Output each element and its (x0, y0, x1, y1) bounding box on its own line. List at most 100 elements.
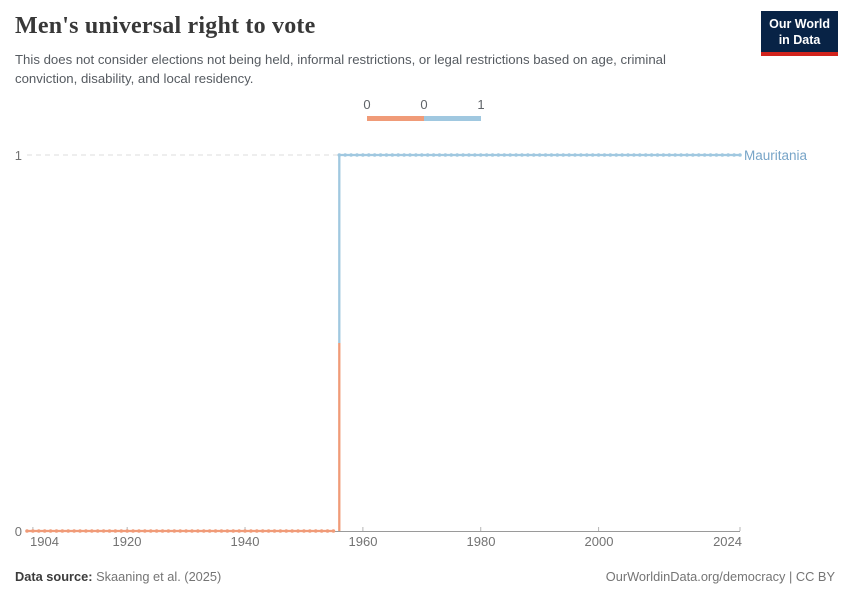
series-dot (325, 529, 330, 533)
series-dot (473, 153, 477, 157)
series-dot (260, 529, 265, 533)
data-source-label: Data source: (15, 569, 93, 584)
series-dot (366, 153, 371, 157)
series-dot (696, 153, 701, 157)
series-dot (184, 529, 188, 533)
entity-label-mauritania[interactable]: Mauritania (744, 148, 808, 163)
series-dot (555, 153, 560, 157)
series-dot (425, 153, 430, 157)
series-dot (148, 529, 153, 533)
series-dot (207, 529, 212, 533)
series-dot (319, 529, 324, 533)
series-dot (537, 153, 542, 157)
series-dot (160, 529, 165, 533)
series-dot (60, 529, 65, 533)
series-dot (614, 153, 619, 157)
series-dot (95, 529, 100, 533)
series-dot (496, 153, 501, 157)
series-dot (502, 153, 507, 157)
series-dot (196, 529, 200, 533)
series-dot (237, 529, 241, 533)
series-dot (549, 153, 554, 157)
series-dot (490, 153, 495, 157)
series-dot (143, 529, 147, 533)
series-dot (526, 153, 530, 157)
series-dot (313, 529, 318, 533)
series-dot (296, 529, 300, 533)
owid-logo-line1: Our World (769, 17, 830, 31)
series-dot (691, 153, 695, 157)
series-dot (42, 529, 47, 533)
series-dot (467, 153, 471, 157)
series-dot (213, 529, 218, 533)
series-dot (48, 529, 53, 533)
series-dot (632, 153, 636, 157)
series-dot (514, 153, 518, 157)
series-dot (131, 529, 135, 533)
series-dot (608, 153, 613, 157)
x-tick-label-2024: 2024 (713, 534, 742, 549)
owid-license-link[interactable]: OurWorldinData.org/democracy | CC BY (605, 569, 835, 584)
series-dot (396, 153, 401, 157)
series-dot (172, 529, 177, 533)
legend-tick-0: 0 (363, 97, 371, 112)
series-dot (449, 153, 454, 157)
series-dot (402, 153, 406, 157)
series-dot (272, 529, 277, 533)
series-dot (714, 153, 719, 157)
series-dot (702, 153, 707, 157)
series-dot (243, 529, 247, 533)
series-dot (685, 153, 689, 157)
series-dot (620, 153, 624, 157)
legend-bar-value-1 (424, 116, 481, 121)
series-dot (119, 529, 124, 533)
series-dot (266, 529, 271, 533)
series-dot (201, 529, 206, 533)
series-dot (178, 529, 183, 533)
legend-bar-value-0 (367, 116, 424, 121)
series-dot (584, 153, 589, 157)
series-dot (284, 529, 289, 533)
series-dot (290, 529, 294, 533)
series-dot (461, 153, 465, 157)
series-dot (643, 153, 648, 157)
series-dot (231, 529, 236, 533)
series-dot (679, 153, 683, 157)
series-dot (249, 529, 253, 533)
series-dot (408, 153, 412, 157)
chart-subtitle: This does not consider elections not bei… (15, 52, 666, 86)
series-dot (190, 529, 194, 533)
series-dot (361, 153, 365, 157)
series-dot (520, 153, 524, 157)
series-dot (667, 153, 672, 157)
x-tick-label-1980: 1980 (466, 534, 496, 549)
x-tick-label-1960: 1960 (348, 534, 378, 549)
y-tick-label-0: 0 (14, 524, 22, 539)
legend-tick-1: 0 (420, 97, 428, 112)
series-dot (125, 529, 129, 533)
x-tick-label-1904: 1904 (30, 534, 59, 549)
x-tick-label-2000: 2000 (584, 534, 614, 549)
owid-logo[interactable]: Our World in Data (761, 11, 838, 56)
series-dot (337, 153, 342, 157)
data-source-value: Skaaning et al. (2025) (92, 569, 222, 584)
series-dot (508, 153, 512, 157)
series-dot (590, 153, 595, 157)
x-tick-label-1940: 1940 (230, 534, 260, 549)
series-dot (84, 529, 88, 533)
legend-tick-2: 1 (477, 97, 485, 112)
series-dot (36, 529, 41, 533)
series-dot (626, 153, 630, 157)
series-dot (302, 529, 306, 533)
series-dot (349, 153, 353, 157)
chart-title: Men's universal right to vote (15, 13, 316, 39)
series-dot (414, 153, 418, 157)
data-source-note: Data source: Skaaning et al. (2025) (15, 569, 221, 584)
series-dot (113, 529, 118, 533)
series-dot (661, 153, 666, 157)
series-dot (372, 153, 377, 157)
series-dot (101, 529, 106, 533)
series-dot (596, 153, 601, 157)
